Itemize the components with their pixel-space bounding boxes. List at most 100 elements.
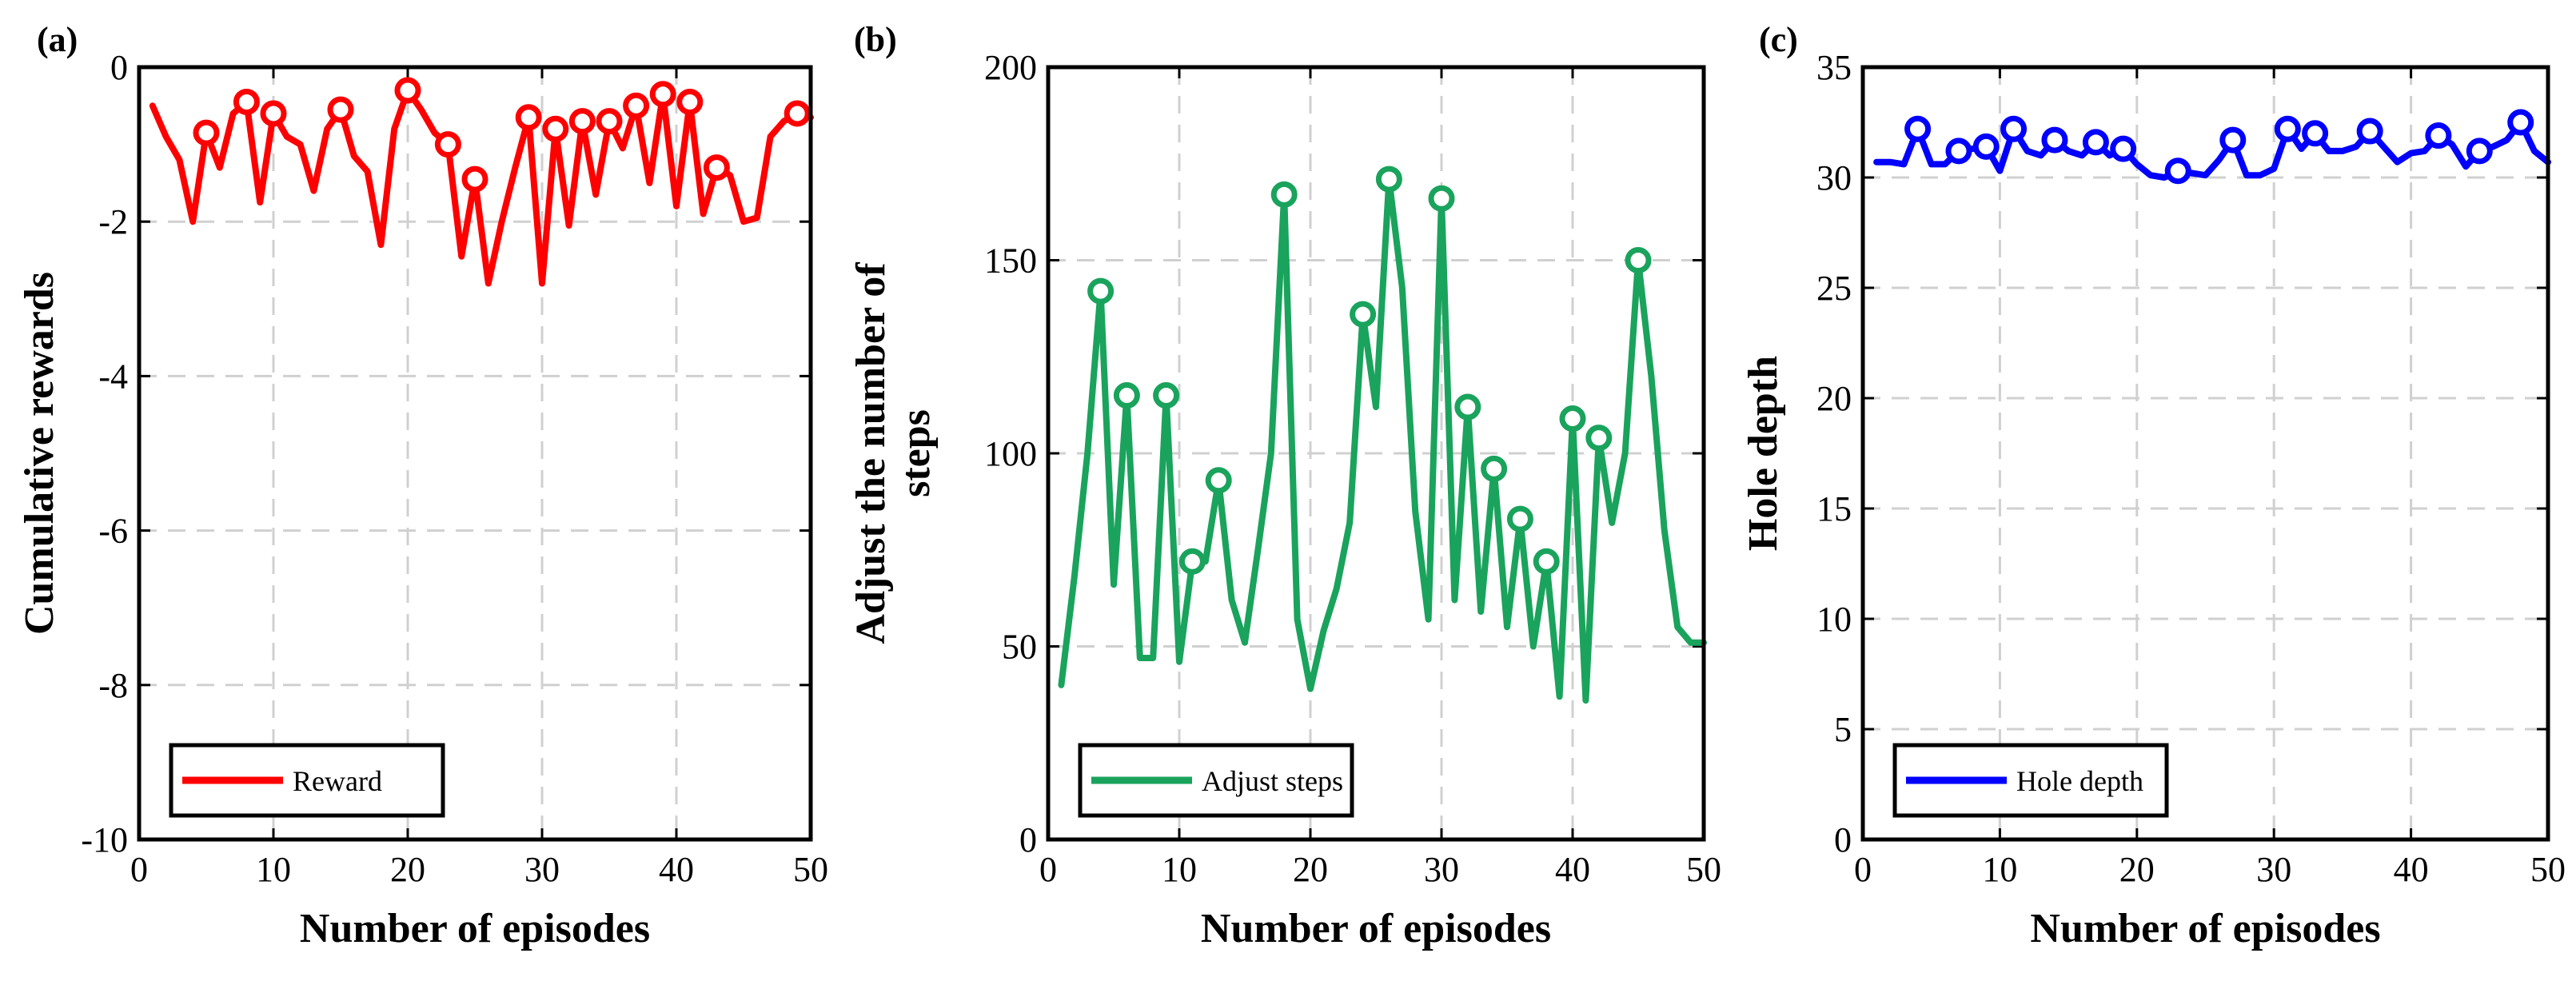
data-point-marker	[233, 88, 260, 115]
data-point-marker	[1559, 405, 1586, 433]
y-tick-label: -4	[98, 357, 128, 396]
data-point-marker	[2110, 135, 2137, 162]
legend-box	[169, 743, 445, 818]
x-tick-label: 30	[524, 850, 560, 889]
data-point-marker	[1428, 185, 1455, 212]
data-point-marker	[1205, 467, 1232, 494]
panel-label: (b)	[854, 20, 897, 59]
x-axis-title: Number of episodes	[2030, 906, 2380, 951]
data-point-marker	[596, 108, 623, 135]
x-axis-title: Number of episodes	[300, 906, 650, 951]
x-tick-label: 40	[659, 850, 694, 889]
x-tick-label: 30	[2256, 850, 2291, 889]
axes-box	[137, 65, 813, 842]
data-point-marker	[623, 92, 650, 119]
data-point-marker	[193, 119, 220, 146]
y-tick-label: 0	[1019, 820, 1037, 859]
y-axis-title-line: Adjust the number of	[848, 262, 894, 644]
y-tick-label: 200	[984, 48, 1037, 87]
axes-box	[1860, 65, 2550, 842]
data-point-marker	[1454, 393, 1481, 421]
data-point-marker	[676, 88, 704, 115]
legend: Reward	[169, 743, 445, 818]
data-point-marker	[1270, 181, 1298, 208]
x-tick-label: 20	[2119, 850, 2155, 889]
data-point-marker	[394, 77, 421, 104]
legend-label: Adjust steps	[1202, 765, 1343, 797]
grid	[1048, 67, 1704, 839]
data-point-marker	[2082, 129, 2109, 156]
data-point-marker	[1533, 548, 1560, 575]
x-tick-label: 50	[1686, 850, 1721, 889]
data-point-marker	[1481, 455, 1508, 482]
y-tick-label: 35	[1816, 48, 1852, 87]
data-point-marker	[1506, 505, 1533, 532]
series-markers	[1904, 109, 2534, 185]
y-tick-label: 0	[1834, 820, 1852, 859]
data-point-marker	[515, 104, 542, 131]
data-point-marker	[1153, 382, 1180, 409]
y-axis-title: Adjust the number ofsteps	[848, 262, 939, 644]
data-point-marker	[784, 100, 811, 127]
series-markers	[193, 77, 811, 193]
data-point-marker	[434, 131, 461, 158]
panel-label: (a)	[37, 20, 78, 59]
data-point-marker	[1350, 301, 1377, 328]
chart-panel-b: 0 10 20 30 40 50 0 50 100 150 200 Adjust steps Numbe…	[848, 20, 1721, 951]
x-tick-label: 0	[1854, 850, 1872, 889]
y-tick-label: 20	[1816, 379, 1852, 418]
y-tick-label: 25	[1816, 269, 1852, 308]
x-tick-label: 50	[2530, 850, 2566, 889]
x-tick-label: 0	[130, 850, 148, 889]
y-tick-label: 50	[1002, 628, 1037, 667]
data-point-marker	[1178, 548, 1206, 575]
axes-box	[1046, 65, 1706, 842]
data-point-marker	[2274, 115, 2301, 142]
x-tick-label: 0	[1039, 850, 1057, 889]
data-point-marker	[1113, 382, 1140, 409]
y-tick-label: 15	[1816, 489, 1852, 528]
legend: Adjust steps	[1078, 743, 1354, 818]
series-line-reward	[149, 87, 814, 287]
y-tick-label: 0	[110, 48, 128, 87]
data-point-marker	[649, 81, 676, 108]
x-tick-label: 10	[256, 850, 291, 889]
data-point-marker	[260, 100, 287, 127]
x-axis-title: Number of episodes	[1201, 906, 1551, 951]
data-point-marker	[1972, 133, 2000, 160]
grid	[1863, 67, 2548, 839]
y-tick-label: 10	[1816, 600, 1852, 639]
data-point-marker	[2302, 120, 2329, 147]
data-point-marker	[542, 115, 569, 142]
y-axis-title: Cumulative rewards	[17, 272, 62, 635]
x-tick-label: 10	[1162, 850, 1197, 889]
data-point-marker	[2219, 126, 2247, 154]
x-tick-label: 20	[390, 850, 425, 889]
legend-label: Hole depth	[2016, 765, 2143, 797]
chart-panel-c: 0 10 20 30 40 50 0 5 10 15 20 25 30 35 Hole depth Numbe…	[1741, 20, 2566, 951]
data-point-marker	[2041, 126, 2068, 154]
data-point-marker	[2356, 118, 2383, 145]
y-tick-label: -2	[98, 202, 128, 241]
data-point-marker	[2466, 138, 2493, 165]
y-tick-label: -8	[98, 666, 128, 705]
x-tick-label: 10	[1982, 850, 2017, 889]
data-point-marker	[2000, 115, 2028, 142]
data-point-marker	[327, 96, 354, 123]
legend-label: Reward	[293, 765, 382, 797]
x-tick-label: 40	[1555, 850, 1590, 889]
data-point-marker	[1904, 115, 1932, 142]
data-point-marker	[1375, 165, 1402, 193]
y-tick-label: 100	[984, 434, 1037, 473]
data-point-marker	[568, 108, 596, 135]
chart-panel-a: 0 10 20 30 40 50 -10 -8 -6 -4 -2 0 Reward Number of e…	[17, 20, 828, 951]
data-point-marker	[2164, 158, 2191, 185]
legend: Hole depth	[1892, 743, 2169, 818]
data-point-marker	[1585, 425, 1613, 452]
data-point-marker	[2507, 109, 2534, 136]
y-tick-label: -10	[81, 820, 128, 859]
series-markers	[1087, 165, 1652, 575]
x-tick-label: 20	[1293, 850, 1328, 889]
panel-label: (c)	[1759, 20, 1798, 59]
